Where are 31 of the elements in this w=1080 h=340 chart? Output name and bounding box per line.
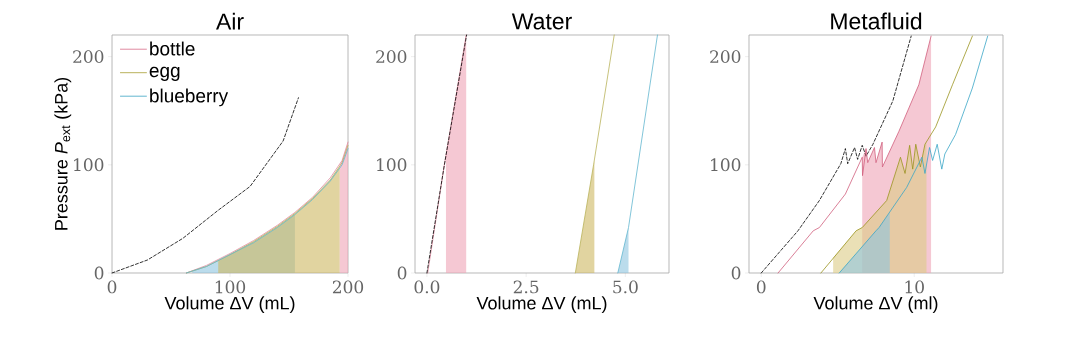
y-tick-label: 200 xyxy=(710,50,741,64)
x-tick-label: 2.5 xyxy=(513,280,539,294)
y-tick-label: 100 xyxy=(711,158,741,172)
x-tick-label: 0 xyxy=(107,280,117,294)
legend-label: egg xyxy=(149,66,180,81)
x-tick-label: 200 xyxy=(332,280,364,294)
y-tick-label: 100 xyxy=(74,158,104,172)
chart-title: Air xyxy=(216,12,244,30)
x-tick-label: 100 xyxy=(215,280,246,294)
line-series xyxy=(820,35,973,274)
x-tick-label: 5.0 xyxy=(613,280,638,294)
x-axis-title: Volume ΔV (mL) xyxy=(164,296,295,314)
x-tick-label: 0 xyxy=(756,280,766,294)
x-tick-label: 0.0 xyxy=(414,280,440,294)
x-axis-title: Volume ΔV (ml) xyxy=(813,296,938,314)
y-tick-label: 0 xyxy=(94,266,104,280)
x-axis-title: Volume ΔV (mL) xyxy=(476,296,607,314)
line-series xyxy=(760,35,912,274)
y-tick-label: 200 xyxy=(73,50,104,64)
line-series xyxy=(838,35,989,274)
chart-title: Water xyxy=(511,13,572,30)
y-axis-title: Pressure P$_{ext}$ (kPa) xyxy=(54,77,72,230)
x-tick-label: 10 xyxy=(905,280,924,294)
y-tick-label: 0 xyxy=(731,266,741,280)
chart-title: Metafluid xyxy=(831,12,922,30)
y-tick-label: 100 xyxy=(377,158,407,172)
legend-label: blueberry xyxy=(150,88,229,107)
y-tick-label: 200 xyxy=(376,50,407,64)
y-tick-label: 0 xyxy=(397,266,407,280)
line-series xyxy=(777,35,932,274)
legend-label: bottle xyxy=(150,41,195,56)
